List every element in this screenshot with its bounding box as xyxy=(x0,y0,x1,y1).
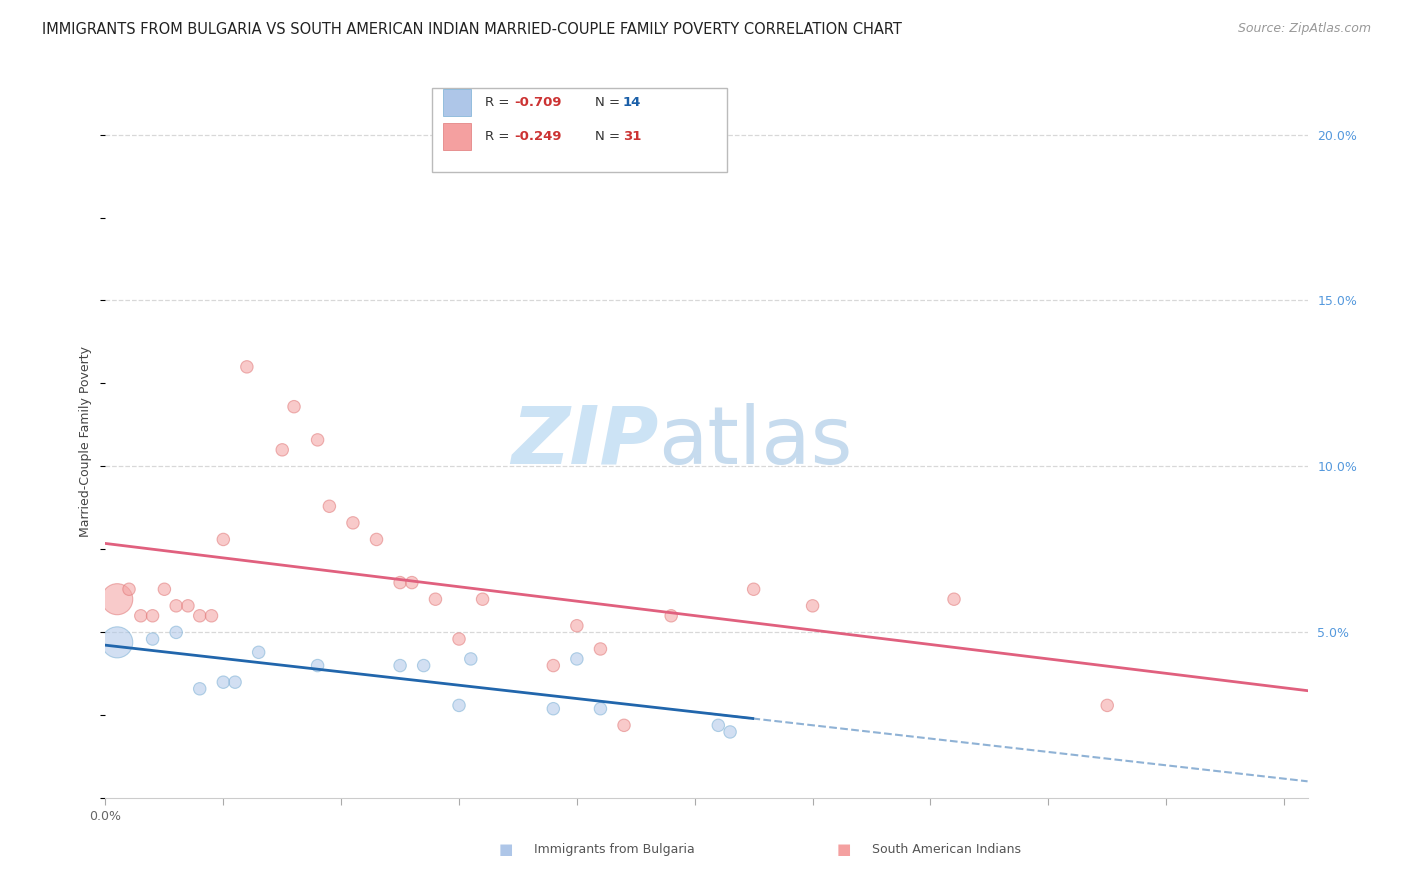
Point xyxy=(659,608,682,623)
Point xyxy=(543,702,565,716)
Point xyxy=(142,608,165,623)
Point xyxy=(389,575,412,590)
Point xyxy=(105,592,128,607)
Text: ■: ■ xyxy=(837,842,851,856)
Y-axis label: Married-Couple Family Poverty: Married-Couple Family Poverty xyxy=(79,346,93,537)
Point xyxy=(718,725,741,739)
Point xyxy=(401,575,423,590)
Point xyxy=(247,645,270,659)
Point xyxy=(447,698,470,713)
Point xyxy=(366,533,388,547)
Text: -0.249: -0.249 xyxy=(515,130,562,143)
Point xyxy=(613,718,636,732)
Point xyxy=(460,652,482,666)
Point xyxy=(188,681,211,696)
Point xyxy=(236,359,259,374)
Point xyxy=(212,533,235,547)
Text: N =: N = xyxy=(595,96,624,109)
Point xyxy=(188,608,211,623)
Point xyxy=(471,592,494,607)
Text: R =: R = xyxy=(485,96,513,109)
Text: 31: 31 xyxy=(623,130,641,143)
Point xyxy=(118,582,141,597)
Point xyxy=(142,632,165,646)
Point xyxy=(742,582,765,597)
Point xyxy=(200,608,222,623)
Text: 14: 14 xyxy=(623,96,641,109)
Point xyxy=(165,625,187,640)
Point xyxy=(589,702,612,716)
Text: Immigrants from Bulgaria: Immigrants from Bulgaria xyxy=(534,843,695,855)
Point xyxy=(425,592,447,607)
Text: South American Indians: South American Indians xyxy=(872,843,1021,855)
Text: ZIP: ZIP xyxy=(510,402,658,481)
Point xyxy=(307,658,329,673)
Point xyxy=(177,599,200,613)
Point xyxy=(307,433,329,447)
Text: IMMIGRANTS FROM BULGARIA VS SOUTH AMERICAN INDIAN MARRIED-COUPLE FAMILY POVERTY : IMMIGRANTS FROM BULGARIA VS SOUTH AMERIC… xyxy=(42,22,903,37)
Point xyxy=(105,635,128,649)
Point xyxy=(389,658,412,673)
Point xyxy=(212,675,235,690)
Point xyxy=(447,632,470,646)
Point xyxy=(412,658,434,673)
Point xyxy=(589,642,612,657)
Point xyxy=(342,516,364,530)
Point xyxy=(943,592,966,607)
Point xyxy=(707,718,730,732)
Point xyxy=(224,675,246,690)
Point xyxy=(318,500,340,514)
Point xyxy=(153,582,176,597)
Text: N =: N = xyxy=(595,130,624,143)
Point xyxy=(271,442,294,457)
Point xyxy=(165,599,187,613)
Point xyxy=(801,599,824,613)
Point xyxy=(565,619,588,633)
Point xyxy=(283,400,305,414)
Text: ■: ■ xyxy=(499,842,513,856)
Text: -0.709: -0.709 xyxy=(515,96,562,109)
Point xyxy=(543,658,565,673)
Point xyxy=(565,652,588,666)
Text: atlas: atlas xyxy=(658,402,853,481)
Text: Source: ZipAtlas.com: Source: ZipAtlas.com xyxy=(1237,22,1371,36)
Point xyxy=(1097,698,1119,713)
Point xyxy=(129,608,152,623)
Text: R =: R = xyxy=(485,130,513,143)
